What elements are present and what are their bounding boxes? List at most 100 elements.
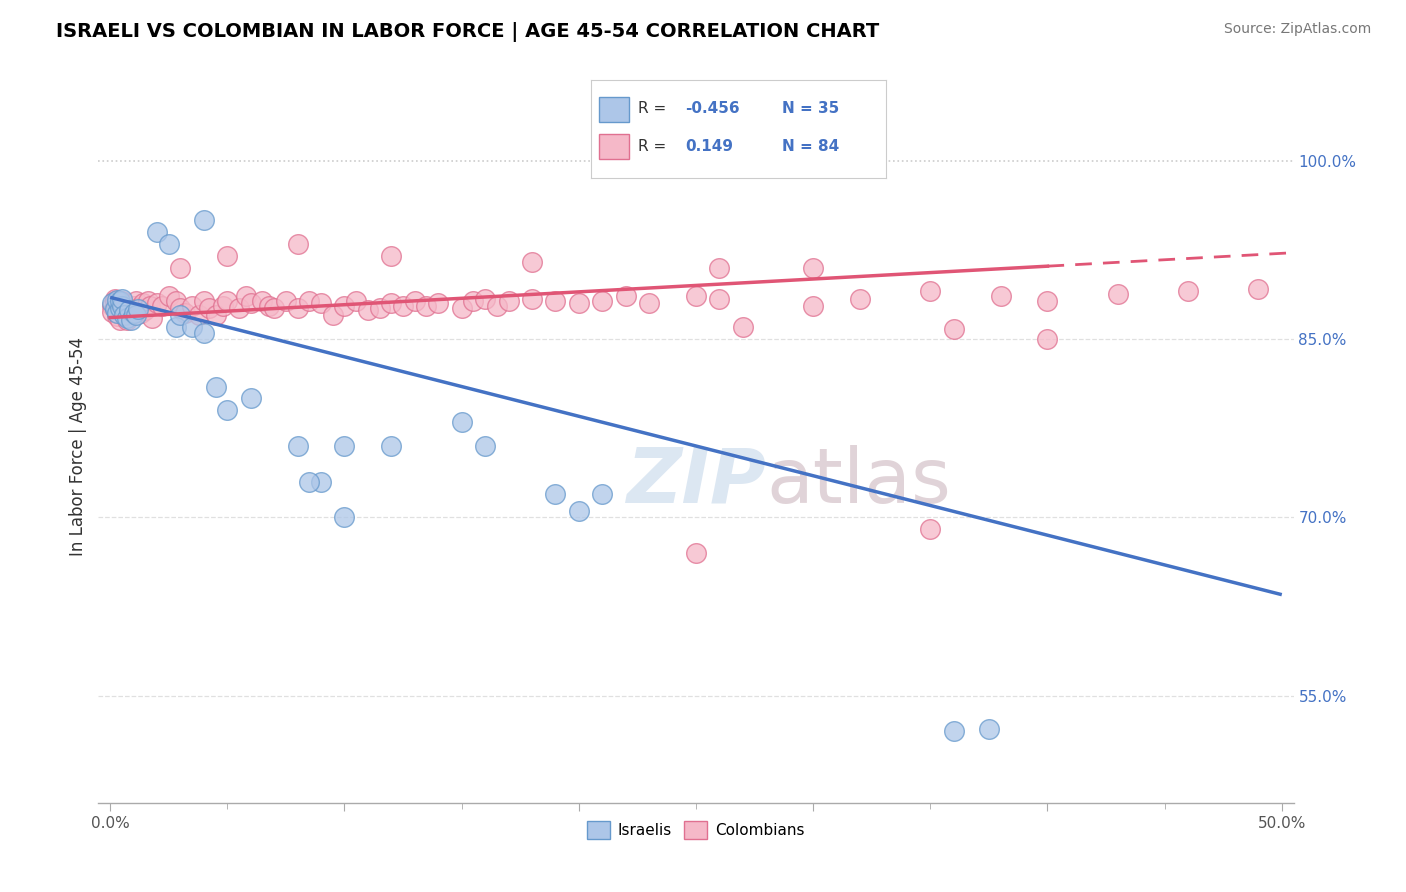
Point xyxy=(112,308,135,322)
Text: N = 84: N = 84 xyxy=(782,139,839,154)
Point xyxy=(115,313,138,327)
Point xyxy=(568,296,591,310)
Point xyxy=(169,260,191,275)
Point xyxy=(274,293,297,308)
Point xyxy=(591,486,613,500)
Point xyxy=(322,308,344,322)
Legend: Israelis, Colombians: Israelis, Colombians xyxy=(581,815,811,845)
Point xyxy=(709,260,731,275)
Point xyxy=(165,320,187,334)
Point xyxy=(104,293,127,308)
Point xyxy=(104,302,127,317)
Point xyxy=(101,299,124,313)
Point xyxy=(942,724,965,739)
Point xyxy=(404,293,426,308)
Point xyxy=(211,299,233,313)
Point xyxy=(108,301,131,315)
Point xyxy=(942,322,965,336)
Point xyxy=(105,293,128,307)
Point xyxy=(638,296,661,310)
Point xyxy=(141,310,163,325)
Point xyxy=(104,292,127,306)
Point xyxy=(108,303,131,318)
Text: R =: R = xyxy=(638,101,671,116)
Point xyxy=(120,313,142,327)
Point xyxy=(298,475,321,489)
Point xyxy=(239,296,262,310)
Point xyxy=(101,304,124,318)
Point xyxy=(1177,285,1199,299)
Point xyxy=(112,308,135,322)
Point xyxy=(333,439,356,453)
Point xyxy=(333,299,356,313)
Point xyxy=(920,285,942,299)
Point xyxy=(520,254,543,268)
Point xyxy=(298,293,321,308)
Point xyxy=(204,379,226,393)
Point xyxy=(235,289,257,303)
Point xyxy=(157,289,180,303)
Point xyxy=(125,308,148,322)
Point xyxy=(1107,286,1129,301)
Point xyxy=(239,392,262,406)
Point xyxy=(111,301,134,315)
Point xyxy=(193,326,215,340)
Point xyxy=(105,296,128,310)
Point xyxy=(174,306,197,320)
Point xyxy=(169,308,191,322)
Point xyxy=(108,313,131,327)
Point xyxy=(427,296,450,310)
Point xyxy=(111,299,134,313)
Point xyxy=(111,292,134,306)
Point xyxy=(392,299,415,313)
Point xyxy=(1247,282,1270,296)
Point xyxy=(104,301,127,315)
Point xyxy=(146,225,169,239)
Point xyxy=(112,302,135,317)
Point xyxy=(165,293,187,308)
Point xyxy=(1036,293,1059,308)
Point xyxy=(146,296,169,310)
Text: ZIP: ZIP xyxy=(627,445,766,518)
Point xyxy=(287,439,309,453)
Point xyxy=(125,293,148,308)
Point xyxy=(568,504,591,518)
Point xyxy=(709,292,731,306)
Point xyxy=(169,301,191,315)
Point xyxy=(591,293,613,308)
Point xyxy=(105,306,128,320)
FancyBboxPatch shape xyxy=(599,134,628,159)
Point xyxy=(252,293,274,308)
Point xyxy=(380,439,402,453)
Point xyxy=(193,213,215,227)
Point xyxy=(101,296,124,310)
Point xyxy=(118,303,141,318)
Point xyxy=(801,299,824,313)
Point xyxy=(197,301,219,315)
Point xyxy=(380,249,402,263)
Point xyxy=(157,236,180,251)
Point xyxy=(520,292,543,306)
Point xyxy=(134,303,156,318)
Point xyxy=(287,301,309,315)
Point xyxy=(259,299,281,313)
Point xyxy=(132,296,155,310)
Point xyxy=(115,310,138,325)
Point xyxy=(474,439,496,453)
Point xyxy=(111,293,134,308)
Point xyxy=(380,296,402,310)
Point xyxy=(118,303,141,318)
Text: 0.149: 0.149 xyxy=(685,139,733,154)
Point xyxy=(309,296,332,310)
Point xyxy=(498,293,520,308)
Point xyxy=(544,293,567,308)
Point xyxy=(1036,332,1059,346)
Point xyxy=(204,308,226,322)
Point xyxy=(188,308,211,322)
Point xyxy=(685,289,707,303)
Point xyxy=(181,320,204,334)
Point xyxy=(105,306,128,320)
Point xyxy=(977,722,1000,736)
Point xyxy=(217,403,239,417)
Point xyxy=(731,320,754,334)
